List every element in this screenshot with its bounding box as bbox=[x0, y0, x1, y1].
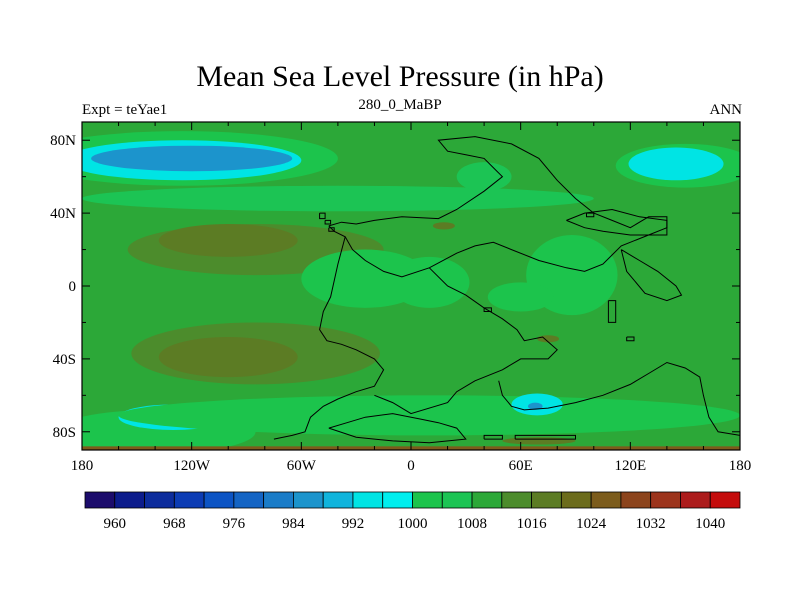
y-tick-label: 40N bbox=[50, 206, 76, 222]
colorbar-swatch bbox=[322, 491, 354, 509]
coastlines bbox=[273, 136, 740, 444]
coastline bbox=[483, 434, 503, 440]
season-label: ANN bbox=[709, 102, 743, 118]
colorbar-swatch bbox=[173, 491, 205, 509]
y-tick-label: 80N bbox=[50, 133, 76, 149]
y-tick-label: 80S bbox=[53, 425, 76, 441]
colorbar-label: 1040 bbox=[695, 516, 725, 532]
pressure-contour bbox=[502, 437, 576, 445]
coastline bbox=[273, 236, 385, 440]
pressure-contour bbox=[432, 222, 455, 230]
x-tick-label: 120W bbox=[173, 458, 211, 474]
pressure-contour bbox=[118, 395, 740, 436]
pressure-contour bbox=[628, 147, 724, 181]
x-tick-label: 60W bbox=[287, 458, 317, 474]
coastline bbox=[328, 227, 335, 232]
colorbar-swatch bbox=[590, 491, 622, 509]
coastline bbox=[514, 434, 576, 440]
coastline bbox=[374, 267, 558, 415]
colorbar-swatch bbox=[263, 491, 294, 509]
colorbar-swatch bbox=[620, 491, 652, 509]
coastline bbox=[498, 361, 740, 436]
x-tick-label: 60E bbox=[509, 458, 533, 474]
colorbar-swatch bbox=[680, 491, 711, 509]
pressure-contour bbox=[82, 185, 594, 212]
coastline bbox=[324, 219, 332, 225]
pressure-contour bbox=[158, 224, 298, 257]
y-tick-label: 0 bbox=[69, 279, 77, 295]
colorbar-label: 1000 bbox=[398, 516, 428, 532]
colorbar-swatch bbox=[144, 491, 175, 509]
colorbar-swatch bbox=[412, 491, 443, 509]
colorbar-label: 1016 bbox=[517, 516, 548, 532]
coastline bbox=[328, 136, 668, 278]
x-tick-label: 180 bbox=[729, 458, 752, 474]
colorbar-label: 1024 bbox=[576, 516, 607, 532]
colorbar-swatch bbox=[650, 491, 681, 509]
coastline bbox=[586, 212, 595, 218]
pressure-field bbox=[82, 122, 740, 450]
pressure-contour bbox=[487, 282, 554, 312]
colorbar-swatch bbox=[382, 491, 413, 509]
coastline bbox=[626, 336, 635, 342]
colorbar-swatch bbox=[441, 491, 473, 509]
x-tick-label: 180 bbox=[71, 458, 94, 474]
pressure-contour bbox=[158, 337, 298, 378]
x-tick-label: 120E bbox=[614, 458, 646, 474]
colorbar-label: 992 bbox=[342, 516, 365, 532]
coastline bbox=[620, 249, 683, 302]
colorbar-label: 976 bbox=[223, 516, 246, 532]
colorbar-label: 968 bbox=[163, 516, 186, 532]
y-tick-label: 40S bbox=[53, 352, 76, 368]
pressure-contour bbox=[389, 256, 470, 308]
axes: 180 120W 60W 0 60E 120E 180 80N 40N 0 40S 80S bbox=[50, 121, 752, 474]
colorbar-swatch bbox=[560, 491, 592, 509]
colorbar-swatch bbox=[709, 491, 741, 509]
colorbar-swatch bbox=[233, 491, 265, 509]
colorbar-swatch bbox=[114, 491, 145, 509]
coastline bbox=[328, 413, 467, 444]
pressure-contour bbox=[456, 162, 512, 192]
colorbar-swatch bbox=[471, 491, 503, 509]
coastline bbox=[566, 208, 668, 236]
colorbar-swatch bbox=[84, 491, 116, 509]
pressure-contour bbox=[91, 145, 293, 172]
colorbar-swatch bbox=[352, 491, 384, 509]
pressure-contour bbox=[527, 402, 543, 410]
colorbar-label: 984 bbox=[282, 516, 305, 532]
colorbar-swatch bbox=[501, 491, 532, 509]
colorbar-label: 960 bbox=[104, 516, 127, 532]
coastline bbox=[483, 307, 492, 312]
colorbar: 960 968 976 984 992 1000 1008 1016 1024 1032 1040 bbox=[84, 491, 741, 532]
colorbar-label: 1032 bbox=[636, 516, 666, 532]
colorbar-swatch bbox=[293, 491, 324, 509]
experiment-label: Expt = teYae1 bbox=[82, 102, 168, 118]
x-tick-label: 0 bbox=[407, 458, 415, 474]
chart-title: Mean Sea Level Pressure (in hPa) bbox=[196, 60, 604, 93]
coastline bbox=[319, 212, 326, 220]
colorbar-swatch bbox=[203, 491, 235, 509]
chart-subtitle: 280_0_MaBP bbox=[358, 97, 442, 113]
colorbar-label: 1008 bbox=[457, 516, 487, 532]
coastline bbox=[607, 300, 617, 323]
colorbar-swatch bbox=[531, 491, 562, 509]
